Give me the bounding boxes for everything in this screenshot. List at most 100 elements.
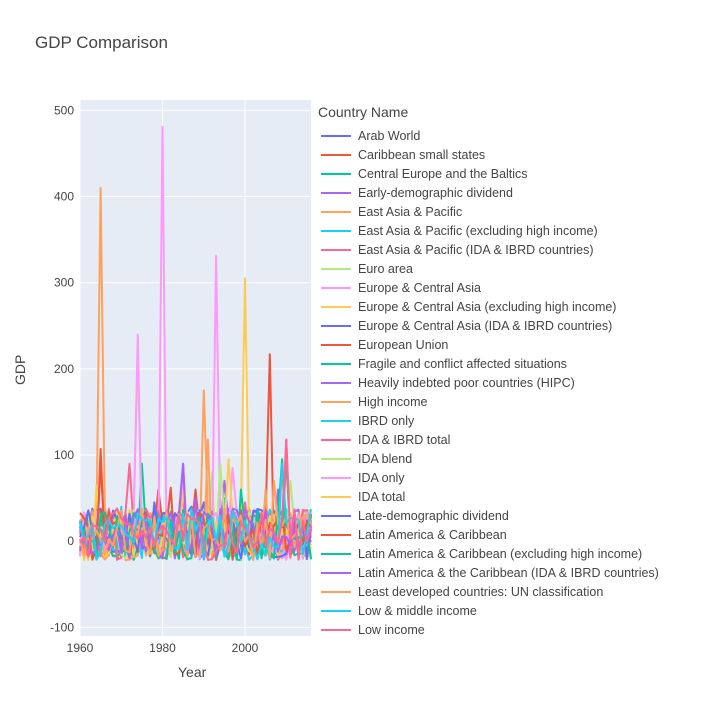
legend-label: Latin America & Caribbean: [358, 527, 507, 542]
legend-item[interactable]: Latin America & the Caribbean (IDA & IBR…: [318, 563, 698, 582]
legend-label: Latin America & Caribbean (excluding hig…: [358, 546, 643, 561]
legend-label: East Asia & Pacific (IDA & IBRD countrie…: [358, 242, 594, 257]
x-tick-label: 1960: [67, 641, 94, 655]
legend-item[interactable]: IDA total: [318, 487, 698, 506]
legend-swatch: [321, 362, 351, 365]
legend-item[interactable]: Fragile and conflict affected situations: [318, 354, 698, 373]
legend-label: Heavily indebted poor countries (HIPC): [358, 375, 575, 390]
legend-swatch: [321, 134, 351, 137]
legend-item[interactable]: Arab World: [318, 126, 698, 145]
legend-swatch: [321, 381, 351, 384]
legend-item[interactable]: Latin America & Caribbean: [318, 525, 698, 544]
legend-item[interactable]: Latin America & Caribbean (excluding hig…: [318, 544, 698, 563]
legend-items: Arab World Caribbean small states Central …: [318, 126, 698, 639]
legend-label: Low income: [358, 622, 425, 637]
legend-item[interactable]: Central Europe and the Baltics: [318, 164, 698, 183]
legend-swatch: [321, 438, 351, 441]
legend-swatch: [321, 324, 351, 327]
y-tick-label: 0: [67, 534, 74, 548]
legend-label: Caribbean small states: [358, 147, 486, 162]
legend-label: Euro area: [358, 261, 413, 276]
legend: Country Name Arab World Caribbean small s…: [318, 104, 698, 639]
legend-label: Europe & Central Asia (excluding high in…: [358, 299, 617, 314]
y-tick-label: 100: [54, 448, 74, 462]
legend-swatch: [321, 210, 351, 213]
legend-swatch: [321, 552, 351, 555]
legend-item[interactable]: Low & middle income: [318, 601, 698, 620]
legend-item[interactable]: Europe & Central Asia (IDA & IBRD countr…: [318, 316, 698, 335]
legend-swatch: [321, 590, 351, 593]
legend-item[interactable]: Early-demographic dividend: [318, 183, 698, 202]
legend-title: Country Name: [318, 104, 409, 120]
x-axis-title: Year: [178, 664, 207, 680]
legend-swatch: [321, 495, 351, 498]
legend-item[interactable]: East Asia & Pacific (excluding high inco…: [318, 221, 698, 240]
legend-item[interactable]: Europe & Central Asia (excluding high in…: [318, 297, 698, 316]
y-tick-label: -100: [50, 620, 74, 634]
legend-swatch: [321, 457, 351, 460]
legend-item[interactable]: High income: [318, 392, 698, 411]
legend-item[interactable]: IBRD only: [318, 411, 698, 430]
legend-swatch: [321, 172, 351, 175]
x-tick-label: 1980: [149, 641, 176, 655]
legend-label: Europe & Central Asia (IDA & IBRD countr…: [358, 318, 613, 333]
series-line: [79, 438, 312, 561]
legend-swatch: [321, 419, 351, 422]
legend-label: IDA only: [358, 470, 405, 485]
legend-item[interactable]: European Union: [318, 335, 698, 354]
y-tick-label: 400: [54, 190, 74, 204]
legend-item[interactable]: IDA blend: [318, 449, 698, 468]
legend-label: Arab World: [358, 128, 421, 143]
legend-label: Central Europe and the Baltics: [358, 166, 528, 181]
legend-item[interactable]: Europe & Central Asia: [318, 278, 698, 297]
legend-item[interactable]: Late-demographic dividend: [318, 506, 698, 525]
legend-label: European Union: [358, 337, 449, 352]
legend-label: Low & middle income: [358, 603, 477, 618]
legend-item[interactable]: East Asia & Pacific (IDA & IBRD countrie…: [318, 240, 698, 259]
legend-label: IDA blend: [358, 451, 413, 466]
legend-label: Early-demographic dividend: [358, 185, 513, 200]
legend-item[interactable]: Caribbean small states: [318, 145, 698, 164]
legend-label: East Asia & Pacific (excluding high inco…: [358, 223, 598, 238]
chart-title: GDP Comparison: [35, 33, 168, 52]
series-line: [79, 488, 312, 561]
legend-label: Least developed countries: UN classifica…: [358, 584, 604, 599]
legend-swatch: [321, 400, 351, 403]
legend-label: High income: [358, 394, 428, 409]
legend-item[interactable]: Least developed countries: UN classifica…: [318, 582, 698, 601]
y-tick-label: 300: [54, 276, 74, 290]
tick-layer: -100 0 100 200 300 400 500 1960 1980 2000: [50, 103, 259, 655]
legend-swatch: [321, 343, 351, 346]
legend-swatch: [321, 286, 351, 289]
legend-swatch: [321, 571, 351, 574]
legend-label: IBRD only: [358, 413, 415, 428]
legend-label: Fragile and conflict affected situations: [358, 356, 567, 371]
legend-item[interactable]: Heavily indebted poor countries (HIPC): [318, 373, 698, 392]
x-tick-label: 2000: [232, 641, 259, 655]
legend-swatch: [321, 305, 351, 308]
legend-item[interactable]: IDA & IBRD total: [318, 430, 698, 449]
legend-item[interactable]: Euro area: [318, 259, 698, 278]
legend-item[interactable]: East Asia & Pacific: [318, 202, 698, 221]
legend-swatch: [321, 476, 351, 479]
legend-swatch: [321, 514, 351, 517]
legend-swatch: [321, 267, 351, 270]
legend-swatch: [321, 609, 351, 612]
legend-label: IDA & IBRD total: [358, 432, 451, 447]
legend-swatch: [321, 229, 351, 232]
series-layer: [79, 125, 312, 562]
legend-label: Latin America & the Caribbean (IDA & IBR…: [358, 565, 659, 580]
legend-item[interactable]: Low income: [318, 620, 698, 639]
legend-swatch: [321, 533, 351, 536]
legend-label: East Asia & Pacific: [358, 204, 463, 219]
legend-item[interactable]: IDA only: [318, 468, 698, 487]
legend-label: Late-demographic dividend: [358, 508, 509, 523]
legend-swatch: [321, 248, 351, 251]
legend-swatch: [321, 153, 351, 156]
y-tick-label: 500: [54, 103, 74, 117]
series-line: [79, 479, 312, 562]
legend-swatch: [321, 191, 351, 194]
legend-label: Europe & Central Asia: [358, 280, 481, 295]
